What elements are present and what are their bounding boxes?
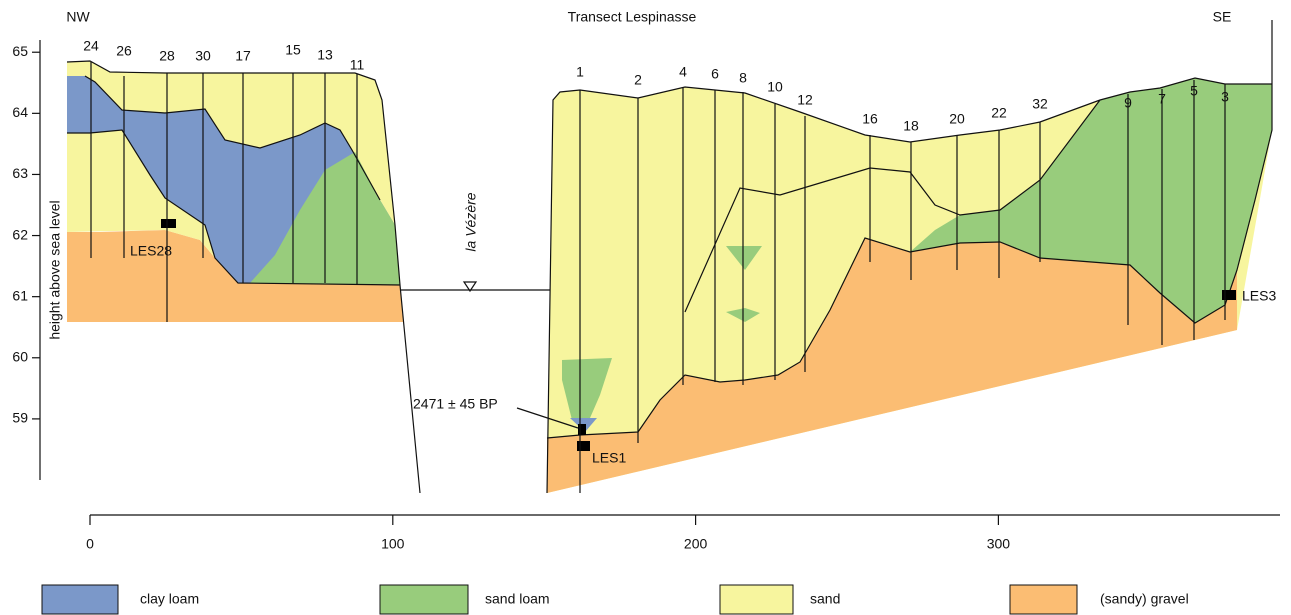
y-axis-label: height above sea level xyxy=(47,200,63,339)
legend-label: (sandy) gravel xyxy=(1100,591,1189,607)
y-tick-label: 61 xyxy=(12,287,28,303)
sample-marker xyxy=(161,219,176,228)
borehole-label: 17 xyxy=(235,48,251,64)
direction-left: NW xyxy=(66,9,90,25)
y-tick-label: 62 xyxy=(12,226,28,242)
legend-label: clay loam xyxy=(140,591,199,607)
x-tick-label: 0 xyxy=(86,536,94,552)
y-tick-label: 64 xyxy=(12,104,28,120)
borehole-label: 30 xyxy=(195,48,211,64)
borehole-label: 5 xyxy=(1190,83,1198,99)
y-tick-label: 60 xyxy=(12,348,28,364)
borehole-label: 22 xyxy=(991,105,1007,121)
borehole-label: 1 xyxy=(576,64,584,80)
title: Transect Lespinasse xyxy=(568,9,697,25)
y-tick-label: 65 xyxy=(12,43,28,59)
borehole-label: 20 xyxy=(949,111,965,127)
borehole-label: 16 xyxy=(862,111,878,127)
borehole-label: 3 xyxy=(1221,89,1229,105)
cross-section: height above sea level Transect Lespinas… xyxy=(0,0,1291,615)
legend-label: sand xyxy=(810,591,840,607)
sample-label: LES28 xyxy=(130,243,172,259)
legend-label: sand loam xyxy=(485,591,550,607)
x-tick-label: 200 xyxy=(684,536,708,552)
sample-label: LES3 xyxy=(1242,288,1276,304)
borehole-label: 9 xyxy=(1124,95,1132,111)
date-label: 2471 ± 45 BP xyxy=(413,396,498,412)
borehole-label: 18 xyxy=(903,118,919,134)
y-tick-label: 63 xyxy=(12,165,28,181)
legend-swatch xyxy=(42,585,118,614)
x-tick-label: 300 xyxy=(987,536,1011,552)
borehole-label: 32 xyxy=(1032,96,1048,112)
sample-label: LES1 xyxy=(592,450,626,466)
borehole-label: 12 xyxy=(797,92,813,108)
sample-marker xyxy=(1222,290,1236,300)
direction-right: SE xyxy=(1213,9,1232,25)
borehole-label: 2 xyxy=(634,72,642,88)
borehole-label: 15 xyxy=(285,42,301,58)
legend-swatch xyxy=(720,585,793,614)
borehole-label: 24 xyxy=(83,38,99,54)
borehole-label: 26 xyxy=(116,43,132,59)
legend-swatch xyxy=(1010,585,1077,614)
borehole-label: 7 xyxy=(1158,91,1166,107)
borehole-label: 13 xyxy=(317,47,333,63)
borehole-label: 6 xyxy=(711,66,719,82)
borehole-label: 8 xyxy=(739,70,747,86)
borehole-label: 10 xyxy=(767,79,783,95)
borehole-label: 28 xyxy=(159,48,175,64)
sample-marker xyxy=(577,441,590,451)
legend-swatch xyxy=(380,585,468,614)
x-tick-label: 100 xyxy=(381,536,405,552)
borehole-label: 4 xyxy=(679,64,687,80)
y-tick-label: 59 xyxy=(12,410,28,426)
river-label: la Vézère xyxy=(463,192,479,251)
date-sample xyxy=(578,424,586,435)
borehole-label: 11 xyxy=(350,57,365,73)
